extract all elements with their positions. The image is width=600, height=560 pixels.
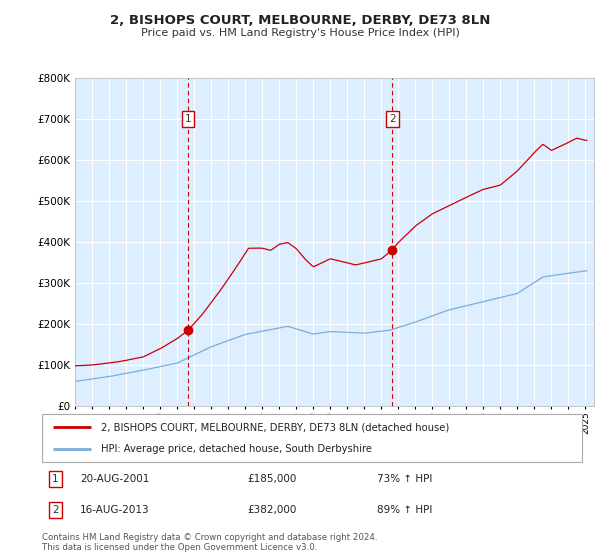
- Text: 1: 1: [52, 474, 59, 484]
- Text: 2: 2: [52, 505, 59, 515]
- Text: £185,000: £185,000: [247, 474, 296, 484]
- Text: 2, BISHOPS COURT, MELBOURNE, DERBY, DE73 8LN (detached house): 2, BISHOPS COURT, MELBOURNE, DERBY, DE73…: [101, 422, 449, 432]
- Text: 20-AUG-2001: 20-AUG-2001: [80, 474, 149, 484]
- Text: HPI: Average price, detached house, South Derbyshire: HPI: Average price, detached house, Sout…: [101, 444, 373, 454]
- Text: 2, BISHOPS COURT, MELBOURNE, DERBY, DE73 8LN: 2, BISHOPS COURT, MELBOURNE, DERBY, DE73…: [110, 14, 490, 27]
- Text: 2: 2: [389, 114, 395, 124]
- Text: 1: 1: [185, 114, 191, 124]
- Text: 89% ↑ HPI: 89% ↑ HPI: [377, 505, 432, 515]
- Text: £382,000: £382,000: [247, 505, 296, 515]
- Text: Price paid vs. HM Land Registry's House Price Index (HPI): Price paid vs. HM Land Registry's House …: [140, 28, 460, 38]
- Text: This data is licensed under the Open Government Licence v3.0.: This data is licensed under the Open Gov…: [42, 543, 317, 552]
- Text: 16-AUG-2013: 16-AUG-2013: [80, 505, 149, 515]
- Text: 73% ↑ HPI: 73% ↑ HPI: [377, 474, 432, 484]
- Text: Contains HM Land Registry data © Crown copyright and database right 2024.: Contains HM Land Registry data © Crown c…: [42, 533, 377, 542]
